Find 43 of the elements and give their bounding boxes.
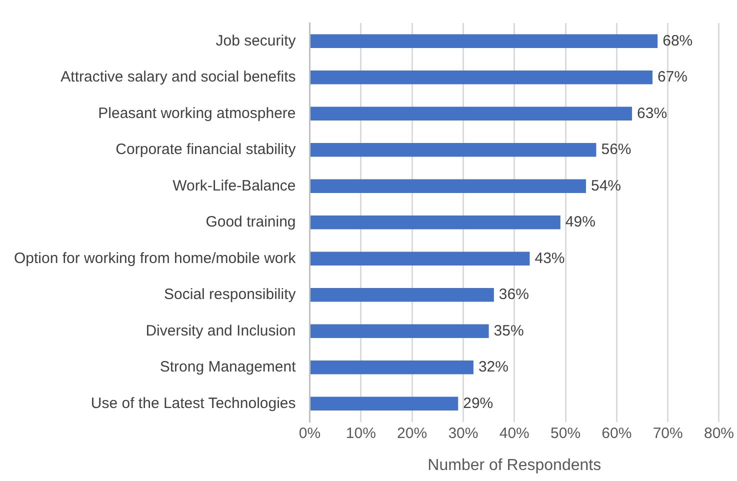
data-label: 43% xyxy=(534,250,565,267)
bar xyxy=(310,106,632,121)
x-tick-label: 0% xyxy=(298,424,321,442)
data-label: 29% xyxy=(463,394,494,412)
y-tick-label: Pleasant working atmosphere xyxy=(98,104,296,122)
data-label: 49% xyxy=(565,214,596,231)
data-label: 67% xyxy=(657,68,688,86)
y-tick-label: Social responsibility xyxy=(164,286,296,304)
y-tick-label: Option for working from home/mobile work xyxy=(14,250,296,267)
y-tick-label: Strong Management xyxy=(160,358,297,376)
y-tick-label: Attractive salary and social benefits xyxy=(60,68,296,86)
y-tick-label: Diversity and Inclusion xyxy=(146,322,296,340)
bar xyxy=(310,360,474,374)
x-tick-label: 10% xyxy=(346,424,376,442)
bar xyxy=(310,288,494,302)
bar xyxy=(310,179,586,194)
bar xyxy=(310,252,530,266)
data-label: 68% xyxy=(662,32,693,50)
x-tick-label: 50% xyxy=(550,424,581,442)
data-label: 36% xyxy=(498,286,529,304)
bar xyxy=(310,143,596,157)
y-tick-label: Work-Life-Balance xyxy=(172,177,296,194)
bar xyxy=(310,324,489,338)
bar xyxy=(310,70,652,84)
data-label: 35% xyxy=(494,322,524,340)
bar xyxy=(310,34,658,48)
y-tick-label: Corporate financial stability xyxy=(116,141,296,158)
x-tick-label: 40% xyxy=(499,424,530,442)
x-axis-title: Number of Respondents xyxy=(428,456,602,474)
x-tick-label: 70% xyxy=(652,424,683,442)
y-tick-label: Use of the Latest Technologies xyxy=(90,394,296,412)
data-label: 56% xyxy=(601,141,632,158)
x-tick-label: 20% xyxy=(397,424,428,442)
data-label: 54% xyxy=(590,177,622,194)
y-tick-label: Good training xyxy=(206,214,296,231)
data-label: 32% xyxy=(478,358,508,376)
x-tick-label: 60% xyxy=(602,424,632,442)
x-tick-label: 30% xyxy=(448,424,478,442)
data-label: 63% xyxy=(637,104,668,122)
y-tick-label: Job security xyxy=(216,32,296,50)
x-tick-label: 80% xyxy=(704,424,734,442)
bar xyxy=(310,216,560,230)
bar xyxy=(310,396,458,411)
